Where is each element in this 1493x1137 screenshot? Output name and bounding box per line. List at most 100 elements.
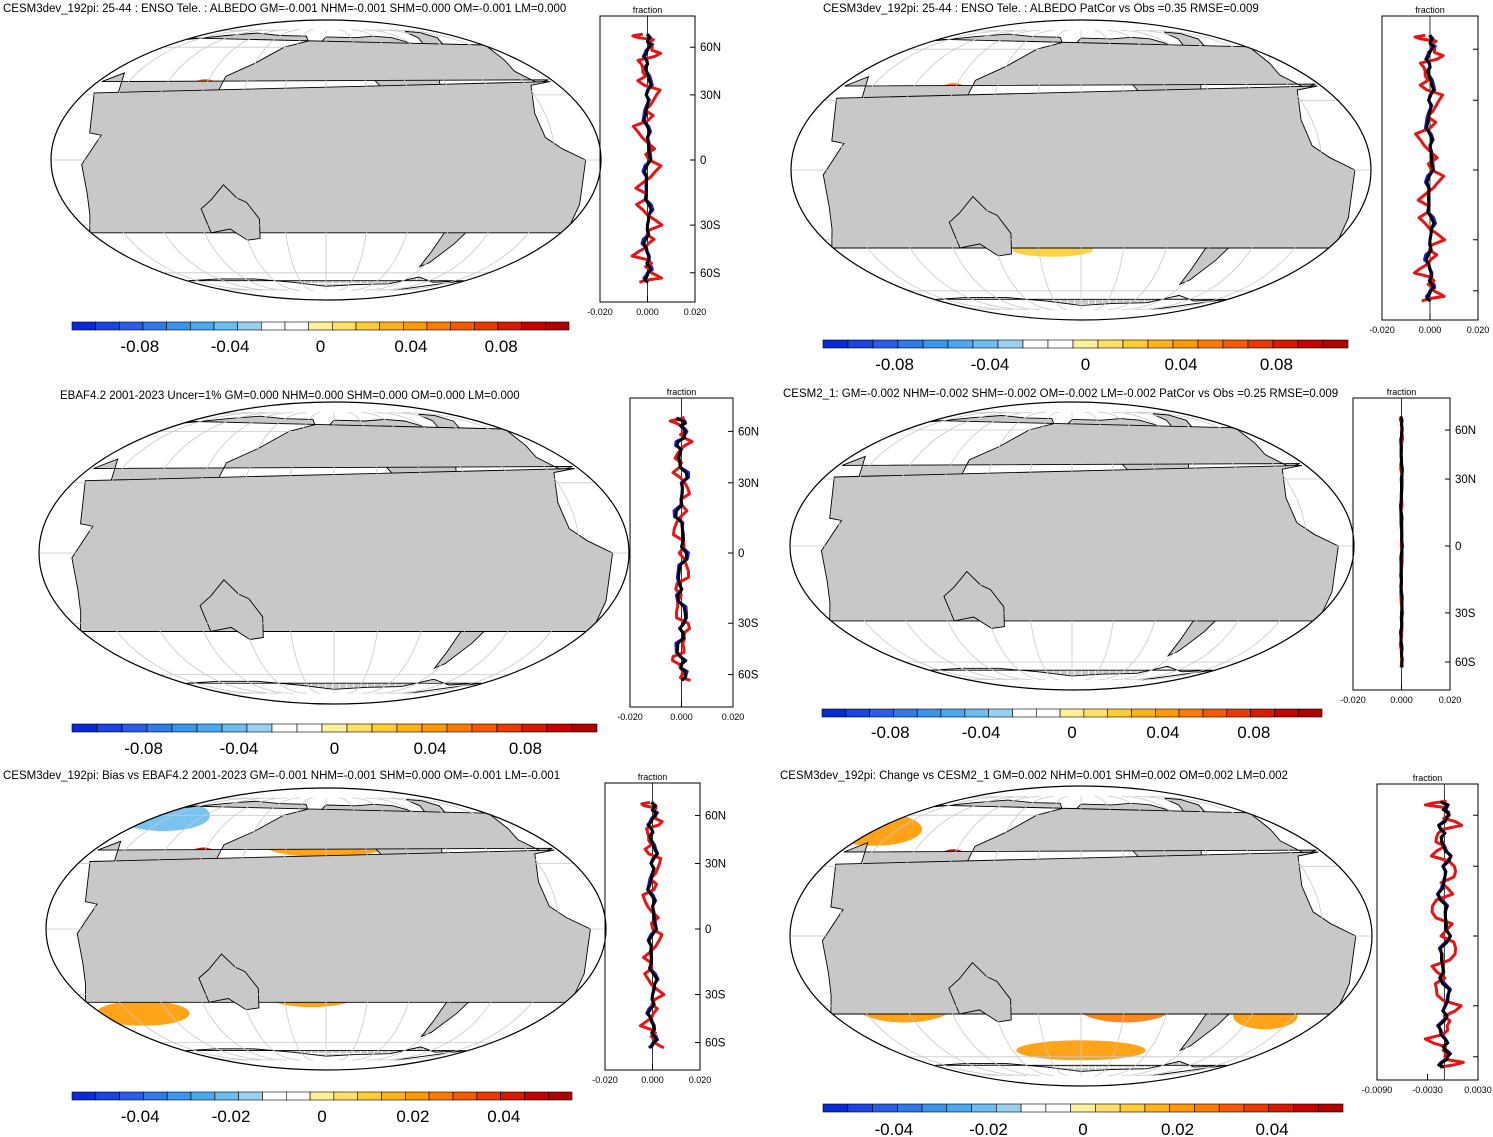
map-border	[45, 787, 607, 1071]
colorbar-swatch	[1243, 1103, 1270, 1113]
land-africa	[820, 464, 1339, 622]
profile-line-other	[1436, 800, 1453, 1069]
colorbar-swatch	[142, 321, 168, 331]
profile-xtick-label: 0.0030	[1464, 1085, 1492, 1095]
profile-line-other	[1399, 416, 1404, 668]
colorbar-swatch	[473, 321, 499, 331]
zonal-profile: fraction -0.0090 -0.0030 0.0030	[1362, 773, 1492, 1095]
profile-line-other	[646, 801, 659, 1049]
panel-model: CESM3dev_192pi: 25-44 : ENSO Tele. : ALB…	[3, 3, 721, 356]
graticule-lon	[883, 411, 1020, 681]
colorbar-swatch	[119, 321, 144, 331]
colorbar-swatch	[988, 708, 1013, 718]
graticule-lon	[886, 796, 1027, 1076]
colorbar-swatch	[1047, 339, 1074, 349]
colorbar-swatch	[1222, 339, 1249, 349]
profile-lat-label: 60S	[1455, 657, 1476, 669]
colorbar-swatch	[221, 723, 248, 733]
map	[789, 401, 1355, 691]
colorbar-swatch	[331, 321, 357, 331]
colorbar-swatch	[521, 321, 546, 331]
colorbar-label: 0.08	[1260, 355, 1293, 374]
graticule-lon	[1124, 411, 1261, 681]
profile-line-obs	[1412, 33, 1447, 303]
land-africa	[821, 851, 1357, 1015]
colorbar-swatch	[1268, 1103, 1294, 1113]
colorbar-label: -0.04	[211, 337, 250, 356]
profile-unit: fraction	[633, 5, 663, 15]
map-border	[789, 785, 1373, 1087]
profile-xtick-label: 0.020	[689, 1075, 712, 1085]
colorbar-swatch	[524, 1091, 549, 1101]
panel-model-patcor: CESM3dev_192pi: 25-44 : ENSO Tele. : ALB…	[790, 3, 1490, 374]
profile-lat-label: 60S	[700, 268, 721, 280]
graticule-lon	[391, 797, 560, 1061]
colorbar-swatch	[452, 1091, 478, 1101]
colorbar-swatch	[922, 339, 949, 349]
colorbar: -0.08 -0.04 0 0.04 0.08	[71, 321, 570, 356]
graticule-lon	[388, 412, 532, 694]
colorbar-swatch	[869, 708, 894, 718]
colorbar-swatch	[1059, 708, 1085, 718]
profile-lat-label: 30S	[1455, 608, 1476, 620]
profile-lat-label: 60N	[738, 426, 759, 438]
profile-unit: fraction	[638, 772, 668, 782]
graticule-lon	[935, 30, 1041, 310]
colorbar-label: -0.04	[875, 1120, 914, 1137]
colorbar-swatch	[190, 1091, 216, 1101]
colorbar-swatch	[1297, 339, 1324, 349]
colorbar-swatch	[402, 321, 428, 331]
anomaly-region	[96, 1000, 190, 1026]
colorbar-swatch	[271, 723, 298, 733]
profile-line-obs	[630, 32, 664, 284]
colorbar-swatch	[119, 1091, 144, 1101]
graticule-lon	[402, 412, 581, 694]
colorbar-swatch	[1322, 339, 1349, 349]
colorbar-swatch	[1218, 1103, 1245, 1113]
anomaly-region	[825, 812, 923, 846]
profile-lat-label: 60S	[705, 1038, 726, 1050]
colorbar: -0.04 -0.02 0 0.02 0.04	[822, 1103, 1344, 1137]
colorbar-label: -0.04	[962, 723, 1001, 742]
land-australia	[199, 579, 264, 640]
profile-lat-label: 60N	[1455, 425, 1476, 437]
colorbar-label: 0.04	[487, 1107, 520, 1126]
colorbar-swatch	[947, 339, 974, 349]
graticule-lon	[1024, 411, 1059, 681]
profile-xtick-label: 0.020	[684, 307, 707, 317]
colorbar-swatch	[171, 723, 198, 733]
graticule-lon	[1094, 796, 1130, 1076]
colorbar-swatch	[1036, 708, 1061, 718]
colorbar-label: -0.02	[212, 1107, 251, 1126]
colorbar-label: 0.04	[1164, 355, 1197, 374]
graticule-lon	[235, 412, 307, 694]
graticule-lon	[377, 29, 510, 291]
colorbar-swatch	[476, 1091, 501, 1101]
profile-xtick-label: 0.000	[636, 307, 659, 317]
colorbar-swatch	[872, 339, 899, 349]
profile-xtick-label: 0.020	[1467, 325, 1490, 335]
profile-xtick-label: 0.000	[670, 712, 693, 722]
colorbar-swatch	[262, 1091, 287, 1101]
colorbar-label: -0.08	[875, 355, 914, 374]
graticule-lon	[279, 29, 314, 291]
panel-change: CESM3dev_192pi: Change vs CESM2_1 GM=0.0…	[780, 770, 1492, 1137]
colorbar-swatch	[446, 723, 473, 733]
colorbar-swatch	[1097, 339, 1124, 349]
profile-line-obs	[638, 800, 666, 1050]
colorbar-swatch	[357, 1091, 382, 1101]
colorbar-swatch	[1107, 708, 1132, 718]
land-africa	[71, 468, 614, 632]
graticule-lon	[1121, 30, 1227, 310]
panel-title: CESM3dev_192pi: Change vs CESM2_1 GM=0.0…	[780, 770, 1288, 782]
colorbar-swatch	[95, 1091, 120, 1101]
colorbar-swatch	[371, 723, 398, 733]
colorbar-swatch	[997, 339, 1024, 349]
profile-unit: fraction	[1415, 5, 1445, 15]
graticule-lon	[92, 797, 261, 1061]
graticule-lon	[983, 30, 1055, 310]
panel-title: CESM3dev_192pi: 25-44 : ENSO Tele. : ALB…	[3, 3, 566, 15]
colorbar-label: 0.04	[1146, 723, 1179, 742]
colorbar-swatch	[964, 708, 990, 718]
graticule-lon	[1085, 411, 1120, 681]
